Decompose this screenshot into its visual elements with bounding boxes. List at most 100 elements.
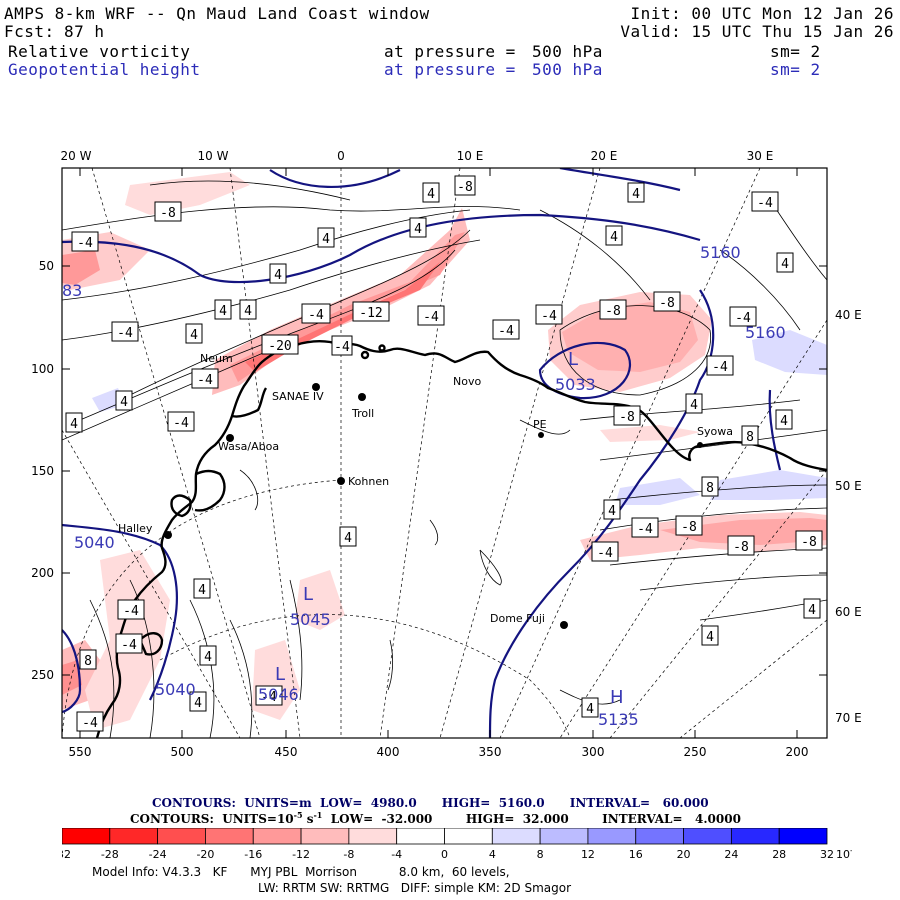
forecast-hour: 87 h — [64, 22, 105, 41]
svg-text:-4: -4 — [541, 309, 557, 324]
y-tick-label: 50 — [39, 259, 54, 273]
colorbar-swatch — [730, 828, 780, 845]
station-label: Syowa — [697, 425, 733, 438]
svg-text:-12: -12 — [359, 306, 382, 321]
colorbar-swatch — [348, 828, 398, 845]
contour-label: -4 — [71, 231, 99, 252]
colorbar-label: -24 — [149, 848, 167, 861]
contour-label: 4 — [339, 526, 357, 547]
field-2-name: Geopotential height — [8, 60, 201, 79]
init-time: Init: 00 UTC Mon 12 Jan 26 — [630, 4, 894, 23]
pressure-center-type: H — [610, 687, 624, 708]
svg-text:-4: -4 — [197, 373, 213, 388]
contour-label: -8 — [599, 299, 627, 320]
svg-text:4: 4 — [414, 222, 422, 237]
contour-label: -4 — [591, 541, 619, 562]
contour-label: -4 — [115, 633, 143, 654]
svg-text:4: 4 — [427, 187, 435, 202]
lat-label: 60 E — [835, 605, 862, 619]
map-title: AMPS 8-km WRF -- Qn Maud Land Coast wind… — [4, 4, 430, 23]
model-info-line1: Model Info: V4.3.3 KF MYJ PBL Morrison 8… — [92, 865, 510, 879]
svg-text:4: 4 — [194, 696, 202, 711]
svg-text:-4: -4 — [77, 236, 93, 251]
map-frame — [61, 167, 828, 739]
svg-text:-8: -8 — [801, 535, 817, 550]
colorbar-swatch — [539, 828, 589, 845]
height-center-labels: L 5033 L 5045 L 5046 H 5135 5160 5040 51… — [62, 243, 786, 729]
contour-label: -4 — [706, 355, 734, 376]
lat-label: 70 E — [835, 711, 862, 725]
contour-info-height: CONTOURS: UNITS=m LOW= 4980.0 HIGH= 5160… — [152, 796, 709, 810]
station-label: Novo — [453, 375, 481, 388]
colorbar-swatch — [396, 828, 445, 845]
pressure-center-type: L — [303, 584, 313, 605]
svg-text:-4: -4 — [498, 324, 514, 339]
geopotential-contours — [62, 168, 782, 738]
svg-text:-4: -4 — [334, 340, 350, 355]
station-label: Halley — [118, 522, 153, 535]
colorbar-swatch — [587, 828, 637, 845]
svg-text:8: 8 — [706, 481, 714, 496]
contour-label: 4 — [409, 217, 427, 238]
svg-text:4: 4 — [70, 417, 78, 432]
x-tick-label: 300 — [582, 745, 605, 759]
model-info-line2: LW: RRTM SW: RRTMG DIFF: simple KM: 2D S… — [258, 881, 572, 895]
contour-label: -4 — [631, 517, 659, 538]
x-tick-label: 450 — [275, 745, 298, 759]
x-tick-label: 550 — [69, 745, 92, 759]
colorbar-swatch — [444, 828, 493, 845]
contour-info-vorticity: CONTOURS: UNITS=10-5 s-1 LOW= -32.000 HI… — [130, 810, 741, 826]
height-contour-label: 5160 — [700, 243, 741, 262]
pressure-center-value: 5033 — [555, 375, 596, 394]
station-markers — [164, 383, 703, 629]
colorbar-label: 20 — [677, 848, 691, 861]
svg-text:8: 8 — [746, 430, 754, 445]
colorbar-swatch — [157, 828, 206, 845]
colorbar-label: -4 — [391, 848, 402, 861]
lat-label: 40 E — [835, 308, 862, 322]
field-2-level-label: at pressure = — [384, 60, 516, 79]
contour-label: -4 — [751, 191, 779, 212]
colorbar-label: 8 — [537, 848, 544, 861]
svg-text:-4: -4 — [423, 310, 439, 325]
svg-text:4: 4 — [706, 630, 714, 645]
colorbar-swatch — [635, 828, 684, 845]
contour-label: -4 — [331, 335, 353, 356]
field-2-smooth: sm= 2 — [770, 60, 821, 79]
svg-text:-20: -20 — [268, 339, 291, 354]
colorbar-label: 32 — [820, 848, 834, 861]
colorbar-swatch — [205, 828, 254, 845]
colorbar-label: 0 — [441, 848, 448, 861]
field-1-smooth: sm= 2 — [770, 42, 821, 61]
colorbar-swatch — [62, 828, 111, 845]
svg-text:-4: -4 — [173, 416, 189, 431]
x-tick-label: 500 — [171, 745, 194, 759]
vorticity-label-boxes: 4 -8 4 4 -8 -4 4 4 4 -4 -12 -4 4 -4 -20 … — [65, 175, 823, 732]
svg-text:-4: -4 — [637, 522, 653, 537]
svg-text:4: 4 — [322, 232, 330, 247]
lon-label: 20 E — [591, 149, 618, 163]
colorbar-swatch — [252, 828, 302, 845]
colorbar-label: 28 — [772, 848, 786, 861]
colorbar-label: 12 — [581, 848, 595, 861]
contour-label: -8 — [675, 515, 703, 536]
svg-text:4: 4 — [204, 650, 212, 665]
colorbar-label: 24 — [724, 848, 738, 861]
forecast-label: Fcst: — [4, 22, 55, 41]
height-contour-label: 5040 — [155, 680, 196, 699]
contour-label: 4 — [317, 227, 335, 248]
svg-text:-8: -8 — [160, 206, 176, 221]
contour-label: 4 — [214, 299, 232, 320]
colorbar-label: -32 — [62, 848, 71, 861]
contour-label: 4 — [775, 409, 793, 430]
contour-label: -4 — [191, 368, 219, 389]
contour-label: 4 — [605, 225, 623, 246]
field-1-level-value: 500 hPa — [532, 42, 603, 61]
contour-label: -12 — [352, 301, 390, 322]
y-tick-label: 200 — [31, 566, 54, 580]
contour-label: -4 — [729, 306, 757, 327]
svg-text:-4: -4 — [712, 360, 728, 375]
contour-label: 4 — [581, 697, 599, 718]
svg-text:-4: -4 — [261, 690, 277, 705]
